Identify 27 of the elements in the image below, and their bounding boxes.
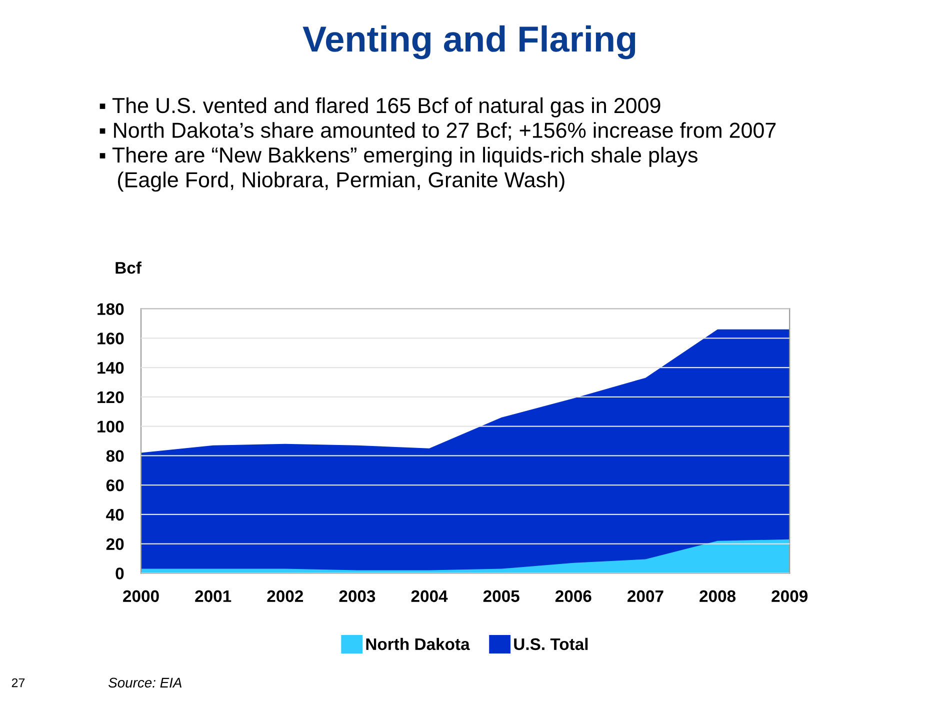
y-tick-label: 80 (106, 450, 124, 462)
y-tick-label: 140 (98, 362, 124, 374)
x-tick-label: 2007 (628, 590, 664, 602)
y-tick-label: 160 (98, 332, 124, 344)
x-tick-label: 2006 (555, 590, 592, 602)
y-tick-label: 100 (98, 420, 124, 432)
legend-label: U.S. Total (514, 638, 588, 650)
x-tick-label: 2001 (195, 590, 232, 602)
x-tick-label: 2005 (483, 590, 520, 602)
x-tick-label: 2002 (267, 590, 304, 602)
y-tick-label: 120 (98, 391, 124, 404)
y-axis-title: Bcf (116, 262, 142, 274)
y-tick-label: 0 (116, 568, 124, 580)
chart-title: Venting and Flaring (302, 25, 636, 60)
source-note: Source: EIA (108, 678, 182, 688)
chart-subtitle: ▪ The U.S. vented and flared 165 Bcf of natural gas in 2009 ▪ North Dakota’s share amounted to 27 Bcf; +156% increase from 2007 ▪ There are “New Bakkens” emerging in liquids-rich shale plays (Eagle Ford, Niobrara, Permian, Granite Wash) (100, 97, 776, 192)
y-tick-label: 20 (106, 538, 124, 550)
x-tick-label: 2008 (700, 590, 736, 602)
x-tick-label: 2004 (411, 590, 448, 602)
text: 27 (12, 678, 25, 688)
x-tick-label: 2003 (339, 590, 376, 602)
x-tick-label: 2000 (123, 590, 159, 602)
x-tick-label: 2009 (772, 590, 808, 602)
y-tick-label: 180 (98, 303, 124, 315)
legend-label: North Dakota (366, 638, 470, 650)
y-tick-label: 40 (106, 508, 124, 521)
y-tick-label: 60 (106, 479, 124, 492)
